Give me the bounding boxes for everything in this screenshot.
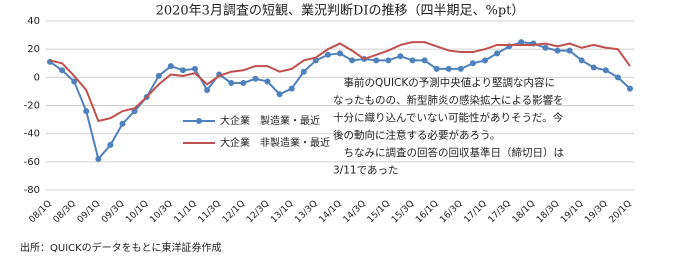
- point: [300, 68, 307, 75]
- point: [385, 57, 392, 64]
- point: [324, 51, 331, 58]
- annotation: ちなみに調査の回答の回収基準日（締切日）は: [333, 146, 564, 159]
- y-tick-label: -80: [24, 185, 40, 196]
- series-line: [49, 41, 631, 123]
- x-tick-label: 18/1Q: [511, 199, 537, 225]
- point: [445, 65, 452, 72]
- point: [409, 57, 416, 64]
- point: [167, 63, 174, 70]
- point: [518, 39, 525, 46]
- x-tick-label: 17/3Q: [487, 199, 513, 225]
- annotation: なったものの、新型肺炎の感染拡大による影響を: [333, 94, 564, 107]
- point: [566, 47, 573, 54]
- x-tick-label: 16/1Q: [414, 199, 440, 225]
- point: [276, 91, 283, 98]
- x-tick-label: 13/3Q: [293, 199, 319, 225]
- annotation: 後の動向に注意する必要があろう。: [333, 129, 500, 142]
- y-tick-label: -60: [24, 157, 40, 168]
- point: [71, 78, 78, 85]
- point: [469, 60, 476, 67]
- point: [107, 141, 114, 148]
- x-tick-label: 15/1Q: [366, 199, 392, 225]
- x-tick-label: 20/1Q: [608, 199, 634, 225]
- point: [494, 50, 501, 57]
- point: [179, 67, 186, 74]
- point: [228, 79, 235, 86]
- point: [614, 74, 621, 81]
- legend-label: 大企業 製造業・最近: [220, 114, 320, 127]
- point: [83, 108, 90, 115]
- x-tick-label: 19/1Q: [559, 199, 585, 225]
- point: [542, 44, 549, 51]
- point: [627, 85, 633, 92]
- x-tick-label: 08/1Q: [28, 199, 54, 225]
- y-tick-label: 20: [27, 44, 40, 55]
- x-tick-label: 19/3Q: [583, 199, 609, 225]
- point: [264, 78, 271, 85]
- point: [204, 87, 211, 94]
- point: [397, 53, 404, 60]
- point: [457, 65, 464, 72]
- point: [95, 156, 102, 163]
- annotation: 十分に織り込んでいない可能性がありそうだ。今: [333, 111, 564, 124]
- point: [252, 75, 259, 82]
- x-tick-label: 09/1Q: [76, 199, 102, 225]
- chart-title: 2020年3月調査の短観、業況判断DIの推移（四半期足、%pt）: [156, 3, 525, 19]
- x-tick-label: 08/3Q: [52, 199, 78, 225]
- x-tick-label: 12/3Q: [245, 199, 271, 225]
- y-tick-label: 40: [27, 16, 40, 27]
- x-tick-label: 14/3Q: [342, 199, 368, 225]
- x-tick-label: 16/3Q: [438, 199, 464, 225]
- legend-marker: [196, 118, 202, 124]
- point: [421, 57, 428, 64]
- point: [554, 47, 561, 54]
- point: [349, 57, 356, 64]
- x-tick-label: 14/1Q: [318, 199, 344, 225]
- x-tick-label: 17/1Q: [463, 199, 489, 225]
- point: [602, 67, 609, 74]
- point: [288, 85, 295, 92]
- source: 出所：QUICKのデータをもとに東洋証券作成: [20, 241, 221, 254]
- annotation: 3/11であった: [333, 165, 398, 177]
- x-tick-label: 10/1Q: [124, 199, 150, 225]
- point: [240, 79, 247, 86]
- point: [337, 50, 343, 57]
- point: [433, 65, 440, 72]
- x-tick-label: 09/3Q: [100, 199, 126, 225]
- point: [119, 120, 126, 127]
- x-tick-label: 12/1Q: [221, 199, 247, 225]
- x-tick-label: 11/1Q: [173, 199, 199, 225]
- point: [578, 57, 585, 64]
- x-tick-label: 10/3Q: [148, 199, 174, 225]
- point: [59, 67, 66, 74]
- legend-label: 大企業 非製造業・最近: [220, 136, 330, 149]
- point: [373, 57, 380, 64]
- x-tick-label: 11/3Q: [197, 199, 223, 225]
- point: [192, 65, 198, 72]
- point: [155, 72, 162, 79]
- point: [482, 57, 488, 64]
- annotation: 事前のQUICKの予測中央値より堅調な内容に: [333, 76, 555, 89]
- x-tick-label: 15/3Q: [390, 199, 416, 225]
- point: [590, 64, 597, 71]
- y-tick-label: 0: [34, 72, 40, 83]
- x-tick-label: 18/3Q: [535, 199, 561, 225]
- y-tick-label: -20: [24, 101, 40, 112]
- y-tick-label: -40: [24, 129, 40, 140]
- x-tick-label: 13/1Q: [269, 199, 295, 225]
